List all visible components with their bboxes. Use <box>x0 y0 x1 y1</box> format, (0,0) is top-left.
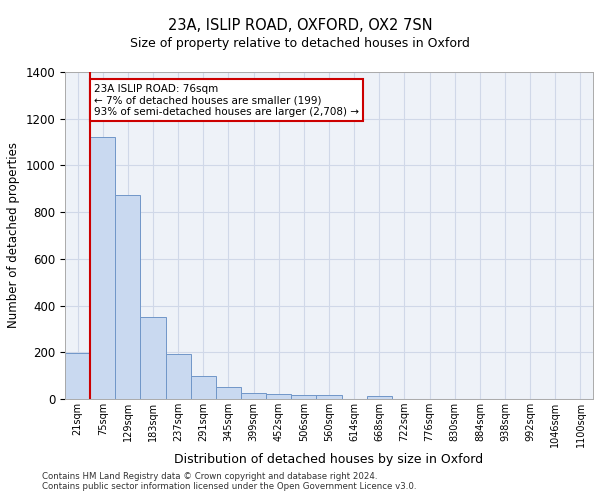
Bar <box>90 138 115 399</box>
Bar <box>316 395 341 399</box>
Bar <box>216 386 241 399</box>
Bar <box>266 394 291 399</box>
X-axis label: Distribution of detached houses by size in Oxford: Distribution of detached houses by size … <box>175 452 484 466</box>
Text: Contains HM Land Registry data © Crown copyright and database right 2024.: Contains HM Land Registry data © Crown c… <box>42 472 377 481</box>
Bar <box>115 194 140 399</box>
Bar <box>65 354 90 399</box>
Text: Contains public sector information licensed under the Open Government Licence v3: Contains public sector information licen… <box>42 482 416 491</box>
Bar <box>241 393 266 399</box>
Bar <box>291 395 316 399</box>
Text: 23A, ISLIP ROAD, OXFORD, OX2 7SN: 23A, ISLIP ROAD, OXFORD, OX2 7SN <box>167 18 433 32</box>
Text: 23A ISLIP ROAD: 76sqm
← 7% of detached houses are smaller (199)
93% of semi-deta: 23A ISLIP ROAD: 76sqm ← 7% of detached h… <box>94 84 359 117</box>
Text: Size of property relative to detached houses in Oxford: Size of property relative to detached ho… <box>130 38 470 51</box>
Bar <box>140 317 166 399</box>
Bar <box>367 396 392 399</box>
Y-axis label: Number of detached properties: Number of detached properties <box>7 142 20 328</box>
Bar <box>166 354 191 399</box>
Bar <box>191 376 216 399</box>
